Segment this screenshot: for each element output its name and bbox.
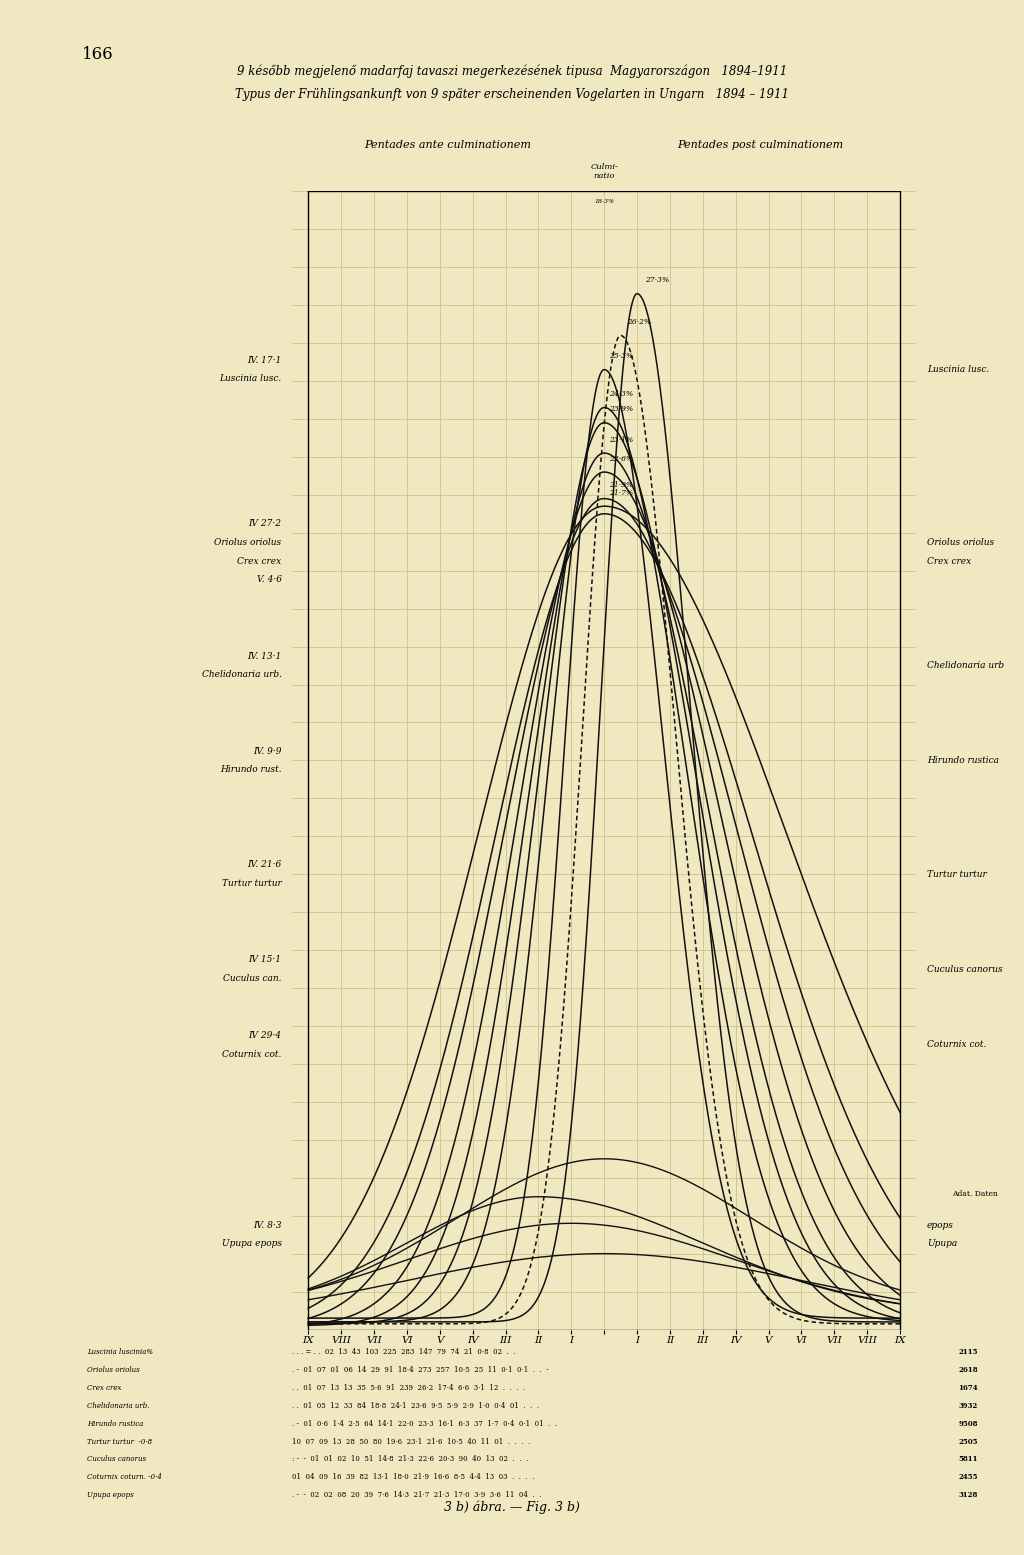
- Text: epops: epops: [927, 1221, 953, 1230]
- Text: 9508: 9508: [958, 1420, 978, 1427]
- Text: Oriolus oriolus: Oriolus oriolus: [87, 1367, 140, 1375]
- Text: 3128: 3128: [958, 1491, 978, 1499]
- Text: 3932: 3932: [958, 1403, 978, 1410]
- Text: 22·6%: 22·6%: [609, 454, 633, 462]
- Text: . -  01  0·6  1·4  2·5  64  14·1  22·0  23·3  16·1  6·3  37  1·7  0·4  0·1  01  : . - 01 0·6 1·4 2·5 64 14·1 22·0 23·3 16·…: [292, 1420, 557, 1427]
- Text: Luscinia luscinia%: Luscinia luscinia%: [87, 1348, 153, 1356]
- Text: 166: 166: [82, 47, 114, 64]
- Text: Chelidonaria urb: Chelidonaria urb: [927, 661, 1004, 670]
- Text: Hirundo rustica: Hirundo rustica: [87, 1420, 143, 1427]
- Text: Cuculus canorus: Cuculus canorus: [87, 1455, 146, 1463]
- Text: Cuculus canorus: Cuculus canorus: [927, 964, 1002, 973]
- Text: 9 később megjelenő madarfaj tavaszi megerkezésének tipusa  Magyarországon   1894: 9 később megjelenő madarfaj tavaszi mege…: [237, 64, 787, 78]
- Text: 21·9%: 21·9%: [609, 480, 633, 490]
- Text: Turtur turtur  -0·8: Turtur turtur -0·8: [87, 1437, 153, 1446]
- Text: IV 15·1: IV 15·1: [249, 955, 282, 964]
- Text: . -  -  02  02  08  20  39  7·6  14·3  21·7  21·3  17·0  3·9  3·6  11  04  .  .: . - - 02 02 08 20 39 7·6 14·3 21·7 21·3 …: [292, 1491, 542, 1499]
- Text: Culmi-
natio: Culmi- natio: [590, 163, 618, 180]
- Text: Oriolus oriolus: Oriolus oriolus: [927, 538, 994, 547]
- Text: Hirundo rust.: Hirundo rust.: [220, 765, 282, 774]
- Text: . .  01  05  12  33  84  18·8  24·1  23·6  9·5  5·9  2·9  1·0  0·4  01  .  .  .: . . 01 05 12 33 84 18·8 24·1 23·6 9·5 5·…: [292, 1403, 539, 1410]
- Text: Pentades post culminationem: Pentades post culminationem: [677, 140, 844, 149]
- Text: Pentades ante culminationem: Pentades ante culminationem: [365, 140, 531, 149]
- Text: Oriolus oriolus: Oriolus oriolus: [214, 538, 282, 547]
- Text: Coturnix coturn. -0·4: Coturnix coturn. -0·4: [87, 1474, 162, 1482]
- Text: Cuculus can.: Cuculus can.: [223, 973, 282, 983]
- Text: Turtur turtur: Turtur turtur: [222, 879, 282, 888]
- Text: 01  04  09  16  39  82  13·1  18·0  21·9  16·6  8·5  4·4  13  03  .  .  .  .: 01 04 09 16 39 82 13·1 18·0 21·9 16·6 8·…: [292, 1474, 535, 1482]
- Text: 5811: 5811: [958, 1455, 978, 1463]
- Text: 3 b) ábra. — Fig. 3 b): 3 b) ábra. — Fig. 3 b): [444, 1501, 580, 1515]
- Text: Crex crex: Crex crex: [238, 557, 282, 566]
- Text: . .  01  07  13  13  35  5·6  91  239  26·2  17·4  6·6  3·1  12  .  .  .  .: . . 01 07 13 13 35 5·6 91 239 26·2 17·4 …: [292, 1384, 525, 1392]
- Text: Luscinia lusc.: Luscinia lusc.: [927, 365, 989, 375]
- Text: : -  -  01  01  02  10  51  14·8  21·3  22·6  20·3  90  40  13  02  .  .  .: : - - 01 01 02 10 51 14·8 21·3 22·6 20·3…: [292, 1455, 528, 1463]
- Text: 2455: 2455: [958, 1474, 978, 1482]
- Text: 2505: 2505: [958, 1437, 978, 1446]
- Text: 26·2%: 26·2%: [627, 317, 651, 327]
- Text: IV. 21·6: IV. 21·6: [248, 860, 282, 869]
- Text: Upupa epops: Upupa epops: [221, 1239, 282, 1249]
- Text: Hirundo rustica: Hirundo rustica: [927, 756, 998, 765]
- Text: Luscinia lusc.: Luscinia lusc.: [219, 375, 282, 384]
- Text: 21·7%: 21·7%: [609, 488, 633, 496]
- Text: IV. 9·9: IV. 9·9: [253, 746, 282, 756]
- Text: 10  07  09  13  28  50  80  19·6  23·1  21·6  10·5  40  11  01  .  .  .  .: 10 07 09 13 28 50 80 19·6 23·1 21·6 10·5…: [292, 1437, 530, 1446]
- Text: Coturnix cot.: Coturnix cot.: [927, 1040, 986, 1050]
- Text: 1674: 1674: [958, 1384, 978, 1392]
- Text: 25·3%: 25·3%: [609, 351, 633, 361]
- Text: 27·3%: 27·3%: [645, 277, 670, 285]
- Text: IV. 17·1: IV. 17·1: [248, 356, 282, 365]
- Text: V. 4·6: V. 4·6: [257, 575, 282, 585]
- Text: 18·3%: 18·3%: [594, 199, 614, 204]
- Text: Crex crex: Crex crex: [87, 1384, 122, 1392]
- Text: 23·9%: 23·9%: [609, 406, 633, 414]
- Text: IV. 13·1: IV. 13·1: [248, 652, 282, 661]
- Text: Coturnix cot.: Coturnix cot.: [222, 1050, 282, 1059]
- Text: IV. 8·3: IV. 8·3: [253, 1221, 282, 1230]
- Text: . -  01  07  01  06  14  29  91  18·4  273  257  10·5  25  11  0·1  0·1  .  .  -: . - 01 07 01 06 14 29 91 18·4 273 257 10…: [292, 1367, 549, 1375]
- Text: Turtur turtur: Turtur turtur: [927, 869, 986, 879]
- Text: IV 27·2: IV 27·2: [249, 519, 282, 529]
- Text: Adat. Daten: Adat. Daten: [952, 1190, 998, 1197]
- Text: 2618: 2618: [958, 1367, 978, 1375]
- Text: Upupa epops: Upupa epops: [87, 1491, 134, 1499]
- Text: IV 29·4: IV 29·4: [249, 1031, 282, 1040]
- Text: 23·1%: 23·1%: [609, 435, 633, 443]
- Text: Upupa: Upupa: [927, 1239, 957, 1249]
- Text: 24·3%: 24·3%: [609, 390, 633, 398]
- Text: Crex crex: Crex crex: [927, 557, 971, 566]
- Text: 2115: 2115: [958, 1348, 978, 1356]
- Text: . . . = . .  02  13  43  103  225  283  147  79  74  21  0·8  02  .  .: . . . = . . 02 13 43 103 225 283 147 79 …: [292, 1348, 515, 1356]
- Text: Typus der Frühlingsankunft von 9 später erscheinenden Vogelarten in Ungarn   189: Typus der Frühlingsankunft von 9 später …: [234, 89, 790, 101]
- Text: Chelidonaria urb.: Chelidonaria urb.: [87, 1403, 150, 1410]
- Text: Chelidonaria urb.: Chelidonaria urb.: [202, 670, 282, 680]
